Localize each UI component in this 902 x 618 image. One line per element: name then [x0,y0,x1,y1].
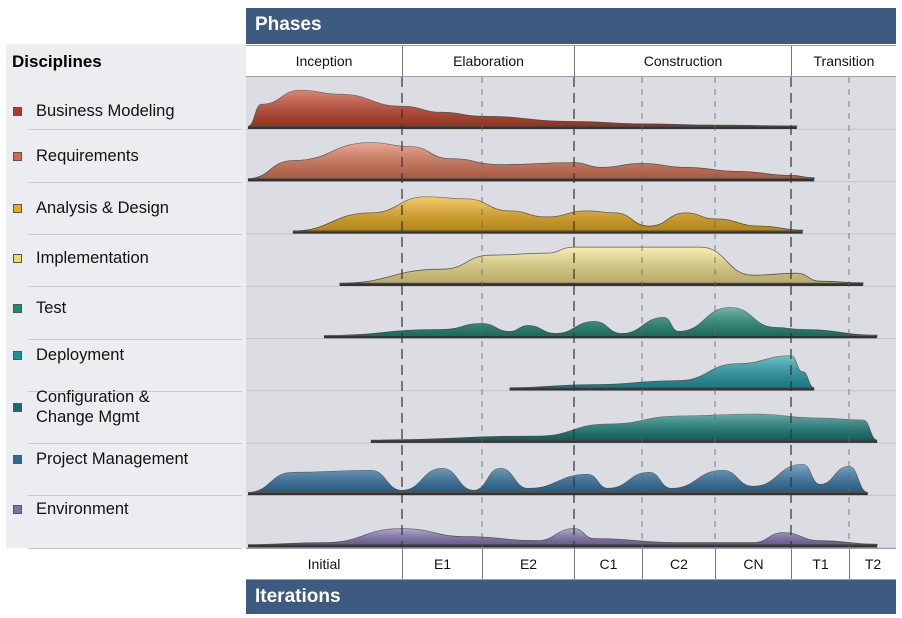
discipline-label: Environment [36,500,129,518]
effort-curve-shade [248,142,815,179]
effort-curve-shade [339,247,864,284]
discipline-marker-icon [13,107,22,116]
effort-curve-shade [324,307,878,336]
discipline-marker-icon [13,204,22,213]
discipline-label: Configuration & Change Mgmt [36,388,150,426]
discipline-row: Requirements [10,146,242,166]
workflow-chart [246,77,896,549]
discipline-label: Requirements [36,147,139,165]
iteration-label: C1 [574,549,642,579]
discipline-label: Test [36,299,67,317]
discipline-row: Business Modeling [10,101,242,121]
iteration-label: T2 [849,549,896,579]
discipline-label: Project Management [36,450,189,468]
disciplines-title: Disciplines [12,52,102,71]
phases-title: Phases [255,14,322,35]
effort-curve-shade [509,355,815,388]
discipline-separator [28,286,242,288]
discipline-separator [28,129,242,131]
discipline-separator [28,338,242,340]
discipline-separator [28,443,242,445]
phase-label: Elaboration [402,46,574,76]
discipline-separator [28,233,242,235]
discipline-marker-icon [13,304,22,313]
iterations-header: Iterations [246,580,896,614]
iterations-title: Iterations [255,586,341,607]
phase-label: Inception [295,53,353,69]
discipline-label: Deployment [36,346,125,364]
discipline-marker-icon [13,455,22,464]
effort-curve-shade [248,90,797,127]
discipline-label: Analysis & Design [36,199,169,217]
iteration-label: E1 [402,549,482,579]
iteration-label: C2 [642,549,715,579]
discipline-separator [28,495,242,497]
discipline-marker-icon [13,403,22,412]
iteration-label: Initial [307,556,341,572]
iteration-strip: Initial E1 E2 C1 C2 CN T1 T2 [246,548,896,580]
discipline-row: Deployment [10,345,242,365]
discipline-separator [28,547,242,549]
disciplines-panel [6,44,246,548]
phase-label: Construction [574,46,791,76]
discipline-row: Project Management [10,449,242,469]
discipline-marker-icon [13,254,22,263]
discipline-marker-icon [13,152,22,161]
iteration-label: CN [715,549,791,579]
effort-curve-shade [248,464,868,493]
discipline-label: Implementation [36,249,149,267]
discipline-row: Configuration & Change Mgmt [10,387,242,427]
discipline-row: Analysis & Design [10,198,242,218]
discipline-separator [28,390,242,392]
iteration-label: T1 [791,549,849,579]
effort-curve-shade [292,196,803,231]
phases-header: Phases [246,8,896,44]
discipline-row: Environment [10,499,242,519]
discipline-row: Implementation [10,248,242,268]
discipline-row: Test [10,298,242,318]
effort-curve-shade [248,528,878,545]
effort-curve-shade [370,414,878,441]
phase-label: Transition [791,46,896,76]
discipline-separator [28,181,242,183]
discipline-label: Business Modeling [36,102,175,120]
discipline-marker-icon [13,351,22,360]
workflow-chart-svg [246,77,896,549]
phase-strip: Inception Elaboration Construction Transiti… [246,45,896,77]
iteration-label: E2 [482,549,574,579]
discipline-marker-icon [13,505,22,514]
